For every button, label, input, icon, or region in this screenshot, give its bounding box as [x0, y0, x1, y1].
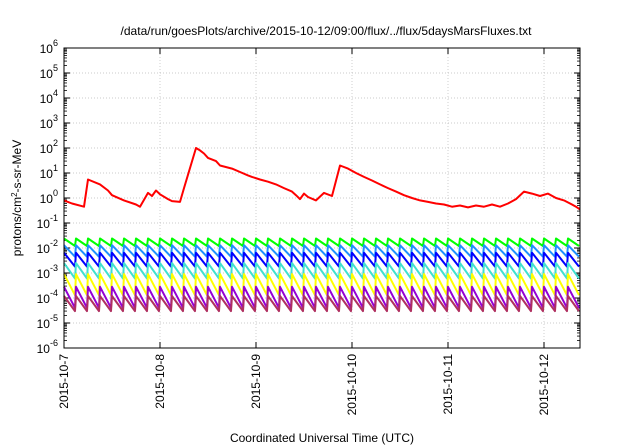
y-tick-base: 10 [40, 192, 54, 206]
y-tick-base: 10 [37, 317, 51, 331]
y-tick-exp: -3 [50, 263, 58, 273]
y-tick-base: 10 [37, 267, 51, 281]
series-lines [63, 147, 581, 313]
series-line-4 [63, 262, 580, 280]
x-tick-label: 2015-10-7 [57, 354, 71, 409]
y-tick-base: 10 [40, 117, 54, 131]
y-tick-label: 100 [40, 188, 58, 206]
x-tick-label: 2015-10-9 [249, 354, 263, 409]
x-tick-labels: 2015-10-7 2015-10-8 2015-10-9 2015-10-10 201… [57, 354, 551, 416]
chart-title: /data/run/goesPlots/archive/2015-10-12/0… [121, 24, 533, 38]
y-tick-exp: -6 [50, 338, 58, 348]
y-tick-base: 10 [37, 292, 51, 306]
y-tick-label: 10-4 [37, 288, 58, 306]
x-tick-label: 2015-10-8 [153, 354, 167, 409]
y-tick-exp: 3 [53, 113, 58, 123]
series-line-0 [63, 147, 581, 211]
y-tick-label: 10-3 [37, 263, 58, 281]
y-tick-exp: 5 [53, 63, 58, 73]
y-tick-base: 10 [40, 167, 54, 181]
y-axis-label-sup: 2 [10, 192, 19, 197]
y-tick-exp: 2 [53, 138, 58, 148]
y-tick-label: 10-5 [37, 313, 58, 331]
y-tick-base: 10 [37, 217, 51, 231]
y-tick-exp: 0 [53, 188, 58, 198]
series-line-2 [63, 244, 580, 258]
series-line-6 [63, 285, 580, 309]
x-tick-label: 2015-10-12 [537, 354, 551, 416]
y-tick-label: 10-1 [37, 213, 58, 231]
y-tick-exp: -4 [50, 288, 58, 298]
plot-frame [63, 47, 581, 349]
y-tick-exp: -1 [50, 213, 58, 223]
y-tick-exp: 4 [53, 88, 58, 98]
y-tick-label: 102 [40, 138, 58, 156]
y-tick-base: 10 [40, 42, 54, 56]
x-tick-label: 2015-10-10 [345, 354, 359, 416]
y-tick-label: 104 [40, 88, 58, 106]
x-tick-label: 2015-10-11 [441, 354, 455, 415]
y-tick-label: 105 [40, 63, 58, 81]
series-line-3 [63, 251, 580, 268]
x-axis-label: Coordinated Universal Time (UTC) [230, 431, 414, 445]
y-tick-label: 101 [40, 163, 58, 181]
y-tick-base: 10 [37, 242, 51, 256]
y-tick-base: 10 [40, 142, 54, 156]
y-tick-label: 106 [40, 38, 58, 56]
y-axis-label-rest: -s-sr-MeV [10, 140, 24, 193]
y-axis-label-base: protons/cm [10, 197, 24, 256]
y-tick-exp: -5 [50, 313, 58, 323]
series-line-5 [63, 273, 580, 297]
y-axis-label: protons/cm2-s-sr-MeV [10, 140, 25, 256]
y-tick-base: 10 [40, 92, 54, 106]
y-tick-label: 103 [40, 113, 58, 131]
y-tick-label: 10-2 [37, 238, 58, 256]
y-tick-label: 10-6 [37, 338, 58, 356]
y-tick-base: 10 [37, 342, 51, 356]
y-tick-labels: 10610510410310210110010-110-210-310-410-… [37, 38, 58, 356]
y-tick-base: 10 [40, 67, 54, 81]
y-tick-exp: 1 [53, 163, 58, 173]
y-tick-exp: -2 [50, 238, 58, 248]
y-tick-exp: 6 [53, 38, 58, 48]
series-line-7 [63, 295, 580, 313]
series-line-1 [63, 237, 580, 247]
